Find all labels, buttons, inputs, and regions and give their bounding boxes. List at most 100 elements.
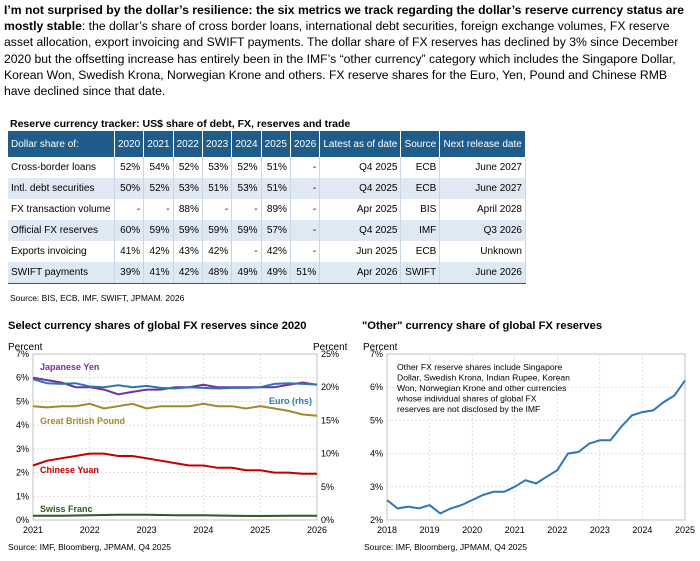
table-cell: Q4 2025 [319, 157, 402, 178]
table-cell: 52% [231, 157, 262, 178]
table-cell: June 2027 [439, 157, 526, 178]
table-cell: 42% [202, 241, 233, 262]
chart1-title: Select currency shares of global FX rese… [8, 320, 307, 332]
chart1-series-line [32, 376, 318, 396]
chart2-xtick-label: 2021 [505, 525, 525, 535]
chart1-series-line [32, 378, 318, 390]
table-row: Cross-border loans 52% 54% 52% 53% 52% 51% - Q4 … [8, 157, 526, 178]
table-header-cell: 2020 [114, 131, 145, 157]
table-cell: June 2027 [439, 178, 526, 199]
table-header-cell: 2024 [231, 131, 262, 157]
table-cell: BIS [400, 199, 441, 220]
intro-paragraph: I’m not surprised by the dollar’s resili… [4, 2, 696, 99]
table-header-cell: Next release date [439, 131, 526, 157]
table-cell: Cross-border loans [8, 157, 115, 178]
table-cell: - [114, 199, 145, 220]
chart1-plot-area [32, 353, 318, 521]
table-cell: 52% [114, 157, 145, 178]
chart1-svg: 0% 1% 2% 3% 4% 5% 6% 7% 0% 5% 10% 15% 20% 25% 2021 2022… [8, 342, 348, 535]
chart1-xtick-label: 2026 [307, 525, 327, 535]
chart2-svg: 2% 3% 4% 5% 6% 7% 2018 2019 2020 2021 2022 2023 2024… [363, 342, 695, 535]
chart1-ytick-label: 7% [16, 349, 29, 359]
table-header-cell: 2021 [143, 131, 174, 157]
chart2-xtick-label: 2018 [377, 525, 397, 535]
chart1-ytick-label: 5% [16, 396, 29, 406]
table-cell: 48% [202, 262, 233, 284]
table-row: Official FX reserves 60% 59% 59% 59% 59% 57% - Q… [8, 220, 526, 241]
chart1-xtick-label: 2024 [193, 525, 213, 535]
table-header-cell: 2026 [290, 131, 321, 157]
chart1-series-label: Chinese Yuan [40, 465, 99, 475]
chart1-series-line [33, 513, 317, 518]
table-cell: - [290, 157, 321, 178]
table-cell: 54% [143, 157, 174, 178]
table-cell: 52% [143, 178, 174, 199]
table-header-cell: Dollar share of: [8, 131, 115, 157]
table-row: SWIFT payments 39% 41% 42% 48% 49% 49% 51% Apr 2… [8, 262, 526, 284]
table-cell: 53% [231, 178, 262, 199]
table-cell: April 2028 [439, 199, 526, 220]
chart1-ylabel: Percent [8, 342, 43, 353]
table-cell: 57% [261, 220, 291, 241]
chart1-y2tick-label: 0% [321, 515, 334, 525]
table-cell: Intl. debt securities [8, 178, 115, 199]
table-cell: 42% [143, 241, 174, 262]
table-header-cell: 2022 [173, 131, 203, 157]
chart1-xtick-label: 2025 [250, 525, 270, 535]
chart2-xtick-label: 2019 [420, 525, 440, 535]
table-cell: Apr 2026 [319, 262, 402, 284]
chart2-annotation: Other FX reserve shares include Singapor… [396, 362, 570, 414]
table-cell: 42% [173, 262, 203, 284]
chart2-plot-area [386, 353, 686, 521]
table-cell: Unknown [439, 241, 526, 262]
table-header-cell: 2023 [202, 131, 233, 157]
chart2-ytick-label: 4% [370, 449, 383, 459]
table-cell: - [290, 199, 321, 220]
chart1-y2tick-label: 5% [321, 482, 334, 492]
chart2-ytick-label: 6% [370, 382, 383, 392]
table-cell: Apr 2025 [319, 199, 402, 220]
chart1-y2tick-label: 25% [321, 349, 339, 359]
table-cell: Q3 2026 [439, 220, 526, 241]
table-cell: - [290, 241, 321, 262]
table-cell: Jun 2025 [319, 241, 402, 262]
chart1-xtick-label: 2021 [23, 525, 43, 535]
table-cell: Q4 2025 [319, 220, 402, 241]
table-cell: 51% [202, 178, 233, 199]
chart2-title: "Other" currency share of global FX rese… [362, 320, 603, 332]
table-cell: 51% [261, 157, 291, 178]
table-cell: FX transaction volume [8, 199, 115, 220]
table-cell: 41% [143, 262, 174, 284]
table-cell: 59% [231, 220, 262, 241]
table-cell: 60% [114, 220, 145, 241]
table-row: Intl. debt securities 50% 52% 53% 51% 53% 51% -… [8, 178, 526, 199]
chart1-xtick-label: 2022 [80, 525, 100, 535]
chart1-series-label: Euro (rhs) [269, 396, 312, 406]
chart1-ytick-label: 0% [16, 515, 29, 525]
table-cell: - [231, 199, 262, 220]
table-cell: 50% [114, 178, 145, 199]
intro-bold: I’m not surprised by the dollar’s resili… [4, 3, 685, 34]
table-cell: 53% [173, 178, 203, 199]
table-cell: - [231, 241, 262, 262]
chart1-series-label: Great British Pound [40, 416, 125, 426]
table-cell: Official FX reserves [8, 220, 115, 241]
chart2-xtick-label: 2023 [590, 525, 610, 535]
table-cell: - [290, 178, 321, 199]
table-cell: Q4 2025 [319, 178, 402, 199]
table-cell: 59% [143, 220, 174, 241]
table-header-cell: 2025 [261, 131, 291, 157]
chart1-y2label: Percent [313, 342, 348, 353]
chart1-series-label: Japanese Yen [40, 362, 99, 372]
table-cell: IMF [400, 220, 441, 241]
table-row: Exports invoicing 41% 42% 43% 42% -42% - Jun 20… [8, 241, 526, 262]
table-row: FX transaction volume - -88% - -89% - Apr 2025… [8, 199, 526, 220]
table-header-row: Dollar share of: 2020 2021 2022 2023 2024 2025… [8, 131, 526, 157]
chart1-y2tick-label: 10% [321, 449, 339, 459]
chart2-source: Source: IMF, Bloomberg, JPMAM, Q4 2025 [364, 542, 527, 552]
chart1-ytick-label: 2% [16, 468, 29, 478]
table-cell: Exports invoicing [8, 241, 115, 262]
chart1-xtick-label: 2023 [137, 525, 157, 535]
table-cell: 51% [290, 262, 321, 284]
chart2-ytick-label: 5% [370, 415, 383, 425]
